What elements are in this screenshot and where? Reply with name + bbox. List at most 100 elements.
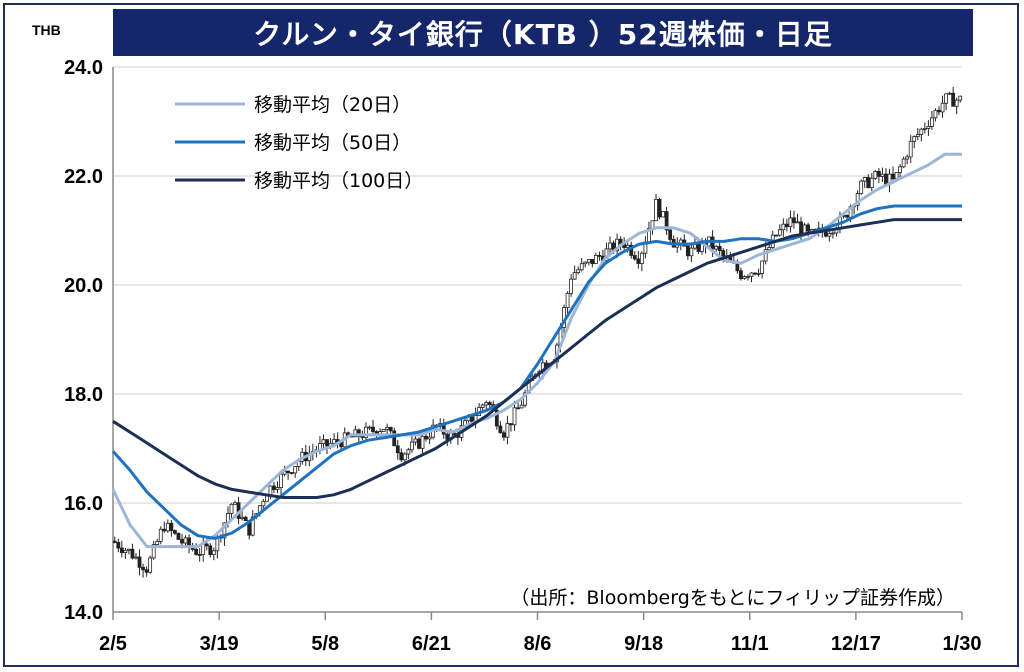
candle-body [862,177,867,182]
candle-body [586,259,591,263]
candle-body [937,109,941,113]
candle-body [229,503,234,514]
candle-body [845,214,849,218]
candle-body [402,453,407,461]
candle-body [590,259,595,265]
candle-body [912,136,917,142]
candle-body [293,466,298,474]
candle-body [873,171,878,179]
candle-body [417,438,421,449]
candle-body [739,270,743,279]
candle-body [137,556,142,568]
candle-body [919,128,924,136]
ma-line-0 [111,152,962,549]
candle-body [823,231,828,237]
candle-body [576,269,581,273]
candle-body [788,217,793,228]
candle-body [130,548,135,559]
source-note: （出所：Bloombergをもとにフィリップ証券作成） [510,587,955,609]
candle-body [926,126,931,129]
candle-body [869,177,874,188]
candle-body [250,516,255,536]
candle-body [519,404,524,409]
candle-body [233,502,237,505]
candle-body [487,402,492,406]
candle-body [204,543,209,547]
candle-body [866,177,871,188]
candle-body [480,404,485,408]
candle-body [898,166,902,173]
candle-body [371,426,375,432]
candle-body [392,430,397,447]
candle-body [749,272,754,277]
candle-body [714,245,719,250]
candle-body [406,449,411,455]
x-tick-label: 1/30 [943,633,982,655]
candle-body [632,255,637,260]
legend-label-0: 移動平均（20日） [254,94,411,116]
candle-body [148,557,153,573]
candlesticks [112,86,963,578]
y-tick-label: 24.0 [64,57,103,79]
candle-body [795,221,800,224]
candle-body [717,245,722,251]
y-tick-label: 20.0 [64,275,103,297]
candle-body [799,221,803,235]
candle-body [944,93,948,104]
candle-body [261,500,266,507]
candle-body [516,407,520,410]
candle-body [484,402,489,406]
candle-body [661,211,665,218]
ma-line-1 [111,204,962,540]
candle-body [901,158,906,168]
candle-body [282,470,287,475]
gridlines [113,66,962,613]
candle-body [509,423,513,426]
x-tick-label: 3/19 [200,633,239,655]
moving-average-lines [111,152,962,549]
axes: 24.0 22.0 20.0 18.0 16.0 14.0 2/5 3/19 5/8 6/21 8/… [64,57,981,655]
ma-line-2 [112,218,962,499]
candle-body [119,547,124,553]
candle-body [625,244,630,248]
candle-body [162,528,167,532]
candle-body [784,223,789,228]
candle-body [332,439,336,444]
candle-body [173,530,177,534]
y-axis-unit: THB [32,22,61,38]
candle-body [381,428,386,432]
candle-body [240,516,245,519]
candle-body [279,473,283,488]
candle-body [664,211,669,231]
candle-body [134,556,138,559]
candle-body [894,172,899,180]
candle-body [385,426,390,430]
candle-body [169,522,174,531]
candle-body [127,548,131,551]
x-tick-label: 9/18 [624,633,663,655]
legend-label-2: 移動平均（100日） [254,170,423,192]
candle-body [792,217,796,224]
candle-body [353,429,358,438]
candle-body [208,545,213,555]
candle-body [760,260,765,274]
candle-body [859,180,864,195]
candle-body [289,472,294,474]
candle-body [756,273,761,275]
candle-body [569,278,574,294]
candle-body [685,245,690,257]
candle-body [272,485,276,490]
candle-body [286,470,291,473]
candle-body [413,438,418,443]
candle-body [827,233,832,237]
candle-body [830,232,835,235]
candle-body [597,254,602,257]
candle-body [876,171,881,177]
candle-body [884,173,888,185]
legend: 移動平均（20日） 移動平均（50日） 移動平均（100日） [175,94,423,192]
x-tick-label: 12/17 [831,633,881,655]
candle-body [165,522,170,532]
candle-body [940,102,945,113]
candle-body [710,236,715,250]
candle-body [427,436,432,440]
